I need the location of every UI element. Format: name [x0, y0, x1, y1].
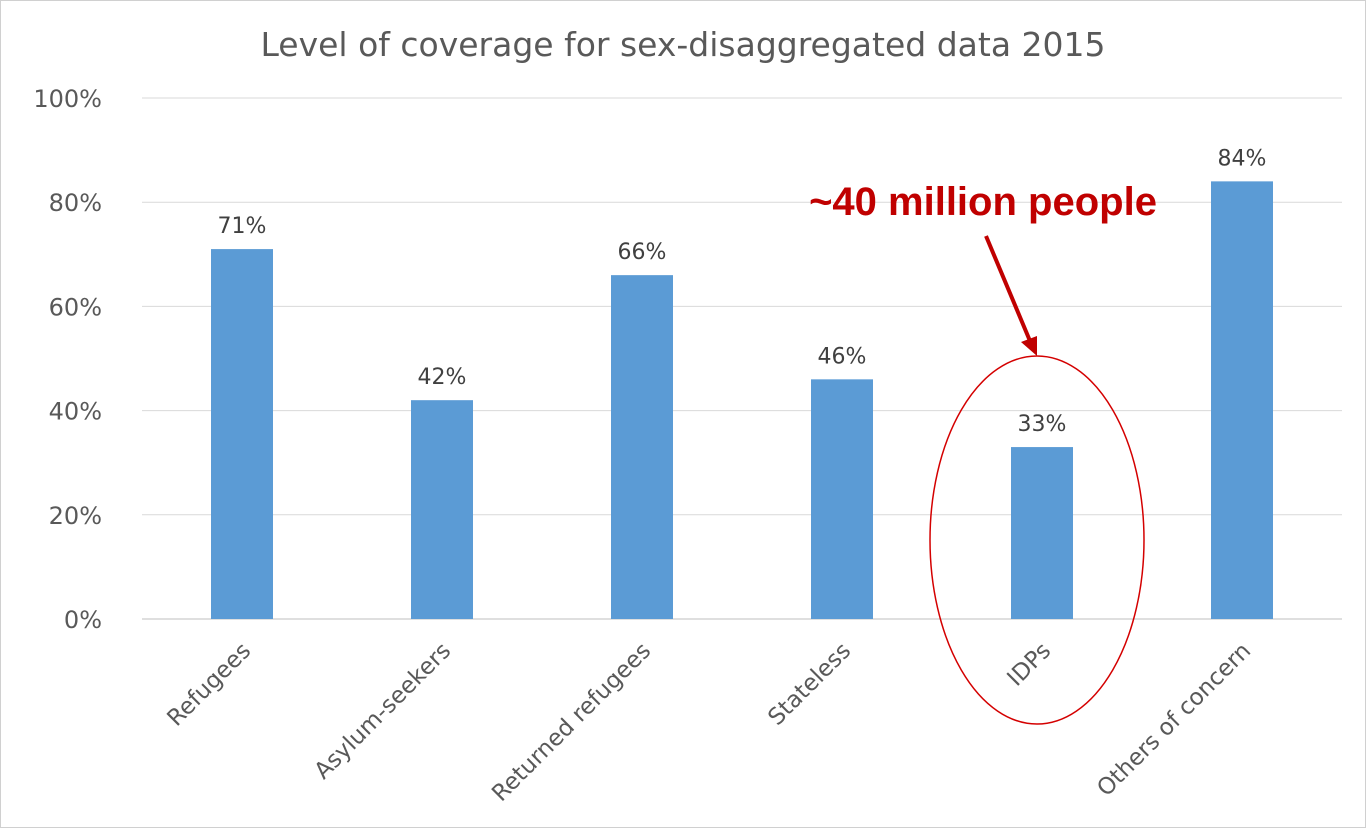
y-axis-ticks: 0% 20% 40% 60% 80% 100% — [33, 85, 102, 634]
y-tick-label: 20% — [49, 502, 102, 530]
data-label: 46% — [818, 344, 867, 369]
bar — [211, 249, 273, 619]
annotation-arrow-shaft — [984, 235, 1032, 342]
category-label: Refugees — [162, 638, 256, 732]
category-label: Returned refugees — [487, 638, 656, 807]
y-tick-label: 60% — [49, 293, 102, 321]
bar — [1011, 447, 1073, 619]
data-labels: 71% 42% 66% 46% 33% 84% — [218, 146, 1267, 437]
category-label: IDPs — [1003, 638, 1057, 692]
annotation-text: ~40 million people — [809, 180, 1157, 224]
category-label: Asylum-seekers — [310, 638, 457, 785]
highlight-ellipse — [929, 355, 1145, 725]
y-tick-label: 80% — [49, 189, 102, 217]
bars — [211, 181, 1273, 620]
y-tick-label: 100% — [33, 85, 102, 113]
data-label: 71% — [218, 214, 267, 239]
chart-title: Level of coverage for sex-disaggregated … — [260, 25, 1105, 64]
data-label: 84% — [1218, 146, 1267, 171]
annotation: ~40 million people — [809, 180, 1157, 725]
data-label: 66% — [618, 240, 667, 265]
annotation-arrowhead — [1021, 336, 1037, 356]
y-tick-label: 0% — [64, 606, 102, 634]
category-label: Stateless — [763, 638, 856, 731]
y-tick-label: 40% — [49, 398, 102, 426]
bar — [411, 400, 473, 619]
bar — [611, 275, 673, 619]
data-label: 33% — [1018, 412, 1067, 437]
category-labels: Refugees Asylum-seekers Returned refugees S… — [162, 638, 1256, 807]
gridlines — [142, 97, 1342, 620]
data-label: 42% — [418, 365, 467, 390]
bar — [811, 379, 873, 619]
bar — [1211, 181, 1273, 620]
